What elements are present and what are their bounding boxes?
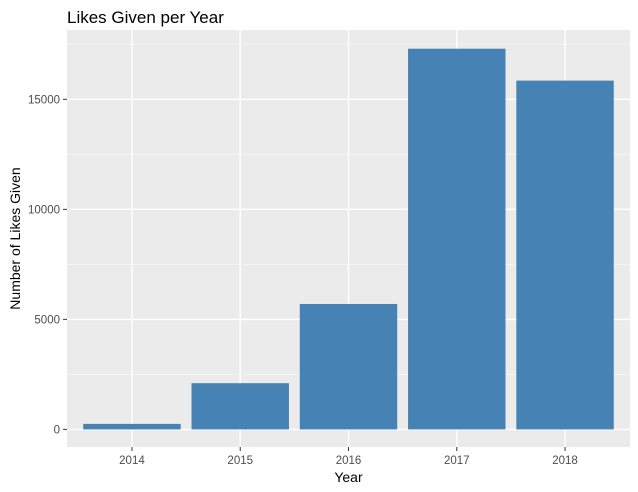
- x-tick-label: 2014: [119, 455, 145, 467]
- x-tick-label: 2015: [227, 455, 253, 467]
- y-tick-label: 5000: [34, 314, 60, 326]
- x-tick-label: 2016: [336, 455, 362, 467]
- y-tick-label: 10000: [28, 204, 60, 216]
- bar-2018: [516, 80, 614, 430]
- x-axis-title: Year: [334, 469, 363, 485]
- y-axis-title: Number of Likes Given: [7, 167, 23, 309]
- bar-2016: [299, 303, 398, 430]
- x-tick-label: 2018: [552, 455, 578, 467]
- x-axis-ticks: 2014 2015 2016 2017 2018: [119, 447, 578, 467]
- y-tick-label: 15000: [28, 94, 60, 106]
- bar-2015: [191, 383, 289, 430]
- bars: [83, 48, 614, 430]
- y-axis-ticks: 0 5000 10000 15000: [28, 94, 67, 436]
- bar-2017: [408, 48, 506, 430]
- bar-2014: [83, 423, 181, 430]
- chart-title: Likes Given per Year: [67, 8, 224, 27]
- y-tick-label: 0: [54, 424, 60, 436]
- x-tick-label: 2017: [444, 455, 470, 467]
